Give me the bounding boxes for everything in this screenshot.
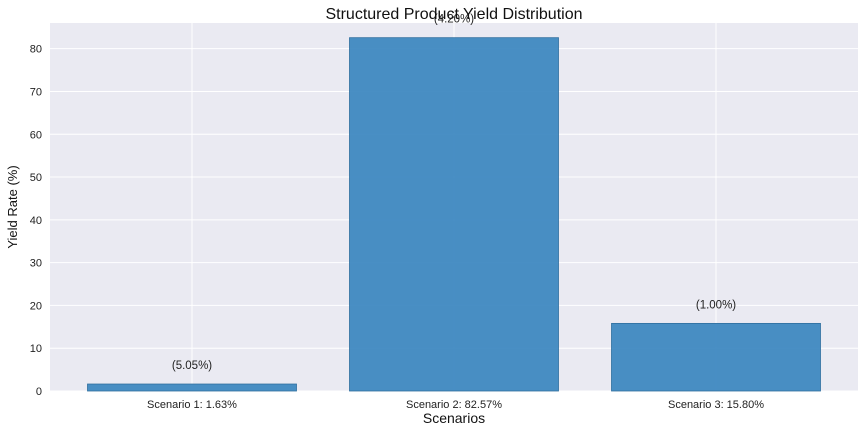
data-labels: (5.05%) (4.20%) (1.00%) <box>172 14 736 372</box>
bar <box>349 37 559 392</box>
x-tick-label: Scenario 3: 15.80% <box>668 399 764 411</box>
x-axis-ticks: Scenario 1: 1.63% Scenario 2: 82.57% Scena… <box>147 399 764 411</box>
y-axis-title: Yield Rate (%) <box>5 165 20 248</box>
y-tick-label: 40 <box>30 215 42 227</box>
bar <box>611 322 821 392</box>
bar-data-label: (5.05%) <box>172 360 212 372</box>
x-tick-label: Scenario 1: 1.63% <box>147 399 237 411</box>
y-axis-ticks: 0 10 20 30 40 50 60 70 80 <box>30 44 42 398</box>
bar <box>87 383 297 392</box>
y-tick-label: 70 <box>30 86 42 98</box>
y-tick-label: 50 <box>30 172 42 184</box>
x-axis-title: Scenarios <box>423 410 485 426</box>
y-tick-label: 0 <box>36 386 42 398</box>
chart-title: Structured Product Yield Distribution <box>325 6 582 23</box>
y-tick-label: 20 <box>30 300 42 312</box>
x-tick-label: Scenario 2: 82.57% <box>406 399 502 411</box>
y-tick-label: 10 <box>30 343 42 355</box>
bar-data-label: (1.00%) <box>696 299 736 311</box>
bars <box>87 37 821 392</box>
y-tick-label: 30 <box>30 258 42 270</box>
bar-data-label: (4.20%) <box>434 14 474 26</box>
y-tick-label: 60 <box>30 129 42 141</box>
y-tick-label: 80 <box>30 44 42 56</box>
